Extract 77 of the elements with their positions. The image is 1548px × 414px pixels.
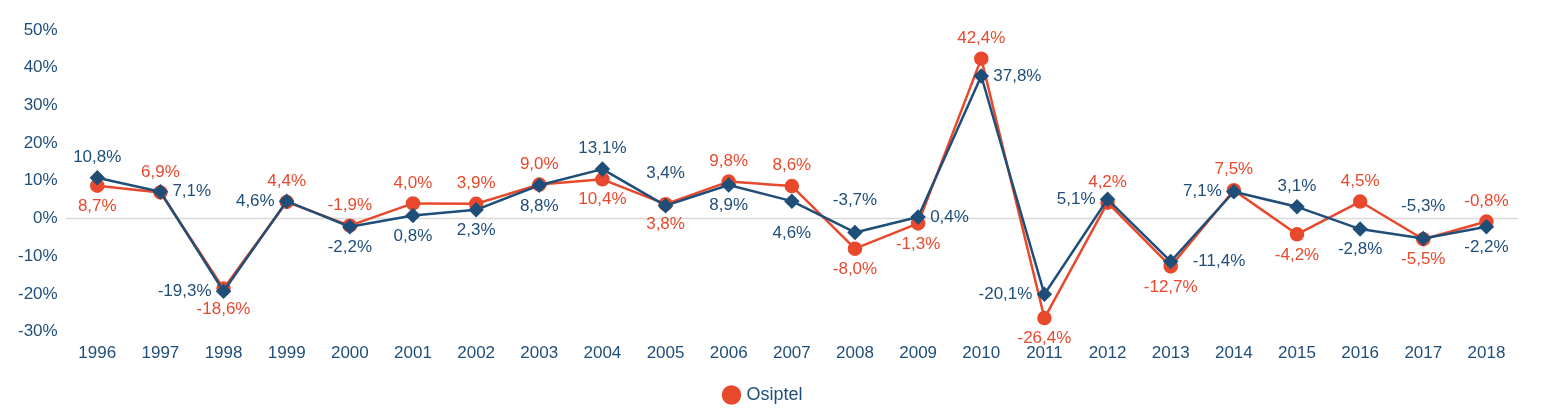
x-tick-label: 2001 — [394, 343, 432, 363]
data-label: -11,4% — [1192, 251, 1246, 271]
y-tick-label: 20% — [23, 132, 58, 152]
y-tick-label: 40% — [23, 57, 58, 77]
x-tick-label: 1996 — [78, 343, 117, 363]
x-tick-label: 2006 — [709, 343, 748, 363]
data-label: -4,2% — [1274, 244, 1320, 264]
data-label: 8,8% — [519, 195, 559, 215]
data-label: 5,1% — [1056, 188, 1096, 208]
x-tick-label: 2012 — [1088, 343, 1127, 363]
x-tick-label: 2009 — [899, 343, 938, 363]
data-label: -19,3% — [157, 280, 212, 300]
x-tick-label: 2004 — [583, 343, 622, 363]
data-label: -12,7% — [1143, 276, 1198, 296]
data-label: -8,0% — [832, 258, 878, 278]
data-label: 3,9% — [456, 172, 496, 192]
data-label: 37,8% — [993, 65, 1042, 85]
x-tick-label: 2003 — [520, 343, 559, 363]
x-tick-label: 2015 — [1278, 343, 1316, 363]
data-label: -1,3% — [895, 233, 941, 253]
data-label: 3,4% — [646, 162, 685, 182]
data-label: 10,4% — [578, 189, 627, 209]
x-tick-label: 2007 — [772, 343, 811, 363]
x-tick-label: 2018 — [1467, 343, 1506, 363]
data-label: 0,4% — [930, 206, 969, 226]
data-label: 3,1% — [1277, 176, 1317, 195]
data-label: 4,0% — [393, 172, 433, 192]
x-tick-label: 2010 — [962, 343, 1001, 363]
data-label: 8,7% — [77, 195, 117, 215]
data-label: -3,7% — [832, 189, 878, 209]
data-label: -0,8% — [1464, 190, 1509, 210]
x-tick-label: 2005 — [646, 343, 685, 363]
x-tick-label: 1997 — [141, 343, 180, 363]
data-label: -1,9% — [327, 194, 373, 214]
data-label: 10,8% — [73, 146, 122, 166]
data-label: -2,2% — [327, 236, 373, 256]
data-label: 4,6% — [235, 190, 275, 210]
y-tick-label: -20% — [18, 283, 58, 303]
data-label: 6,9% — [141, 161, 180, 181]
legend-label: Osiptel — [746, 383, 803, 404]
data-label: 2,3% — [456, 220, 496, 240]
y-tick-label: -10% — [18, 245, 58, 265]
data-label: 9,8% — [709, 150, 749, 170]
data-label: 8,6% — [772, 155, 812, 175]
data-label: 13,1% — [578, 138, 627, 158]
data-label: -20,1% — [978, 283, 1033, 303]
x-tick-label: 2008 — [836, 343, 874, 363]
data-label: 42,4% — [957, 27, 1006, 47]
x-tick-label: 2002 — [457, 343, 496, 363]
data-label: 7,1% — [172, 181, 212, 201]
x-tick-label: 2013 — [1151, 343, 1190, 363]
data-label: 4,4% — [267, 171, 307, 191]
x-tick-label: 1998 — [204, 343, 243, 363]
data-label: 9,0% — [519, 153, 559, 173]
data-label: 8,9% — [709, 195, 749, 215]
data-label: -5,3% — [1401, 195, 1446, 215]
data-label: 4,6% — [772, 223, 812, 243]
y-tick-label: 10% — [23, 170, 58, 190]
y-tick-label: 50% — [23, 19, 58, 39]
x-tick-label: 2014 — [1214, 343, 1253, 363]
data-label: 0,8% — [393, 225, 433, 245]
x-tick-label: 2016 — [1341, 343, 1380, 363]
x-tick-label: 1999 — [267, 343, 306, 363]
x-tick-label: 2000 — [330, 343, 369, 363]
y-tick-label: -30% — [18, 321, 58, 341]
x-tick-label: 2017 — [1404, 343, 1443, 363]
data-label: -18,6% — [196, 298, 251, 318]
data-label: -2,2% — [1464, 236, 1509, 256]
data-label: 3,8% — [646, 214, 685, 234]
data-label: -5,5% — [1401, 249, 1446, 269]
y-tick-label: 0% — [33, 208, 58, 228]
data-label: 7,1% — [1183, 181, 1222, 201]
data-label: -2,8% — [1337, 239, 1383, 259]
data-label: 4,5% — [1340, 170, 1380, 190]
data-label: 7,5% — [1214, 159, 1254, 179]
data-label: 4,2% — [1088, 171, 1127, 191]
y-tick-label: 30% — [23, 95, 58, 115]
